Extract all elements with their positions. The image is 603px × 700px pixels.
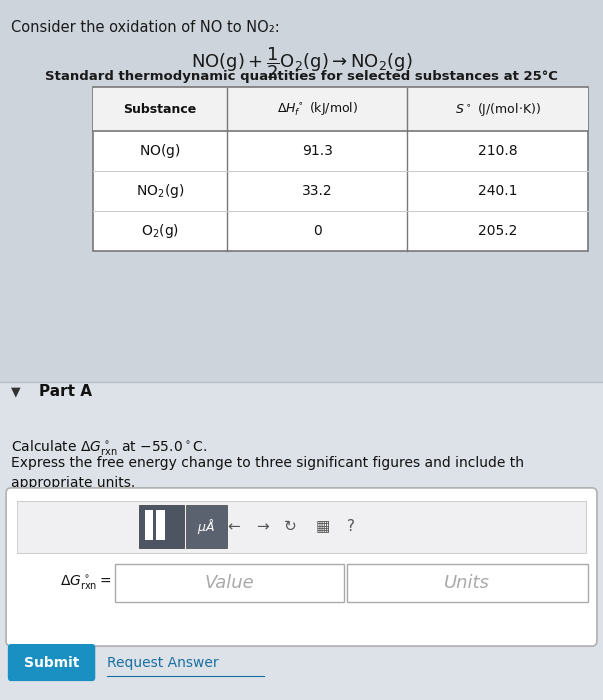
- Text: Value: Value: [204, 574, 254, 592]
- Text: Standard thermodynamic quantities for selected substances at 25°C: Standard thermodynamic quantities for se…: [45, 70, 558, 83]
- Text: $\Delta G^\circ_\mathrm{rxn}=$: $\Delta G^\circ_\mathrm{rxn}=$: [60, 573, 112, 592]
- Bar: [93, 88, 588, 251]
- Text: 91.3: 91.3: [302, 144, 333, 158]
- Text: $\mathrm{O_2(g)}$: $\mathrm{O_2(g)}$: [141, 222, 179, 239]
- FancyBboxPatch shape: [8, 644, 95, 681]
- Text: 210.8: 210.8: [478, 144, 517, 158]
- Bar: [347, 564, 588, 602]
- Bar: [145, 510, 153, 526]
- Bar: [156, 510, 165, 526]
- Text: 240.1: 240.1: [478, 183, 517, 198]
- Bar: [156, 525, 165, 540]
- Text: Submit: Submit: [24, 655, 79, 669]
- Text: Calculate $\Delta G^\circ_\mathrm{rxn}$ at $-55.0^\circ$C.: Calculate $\Delta G^\circ_\mathrm{rxn}$ …: [11, 438, 207, 457]
- FancyBboxPatch shape: [6, 488, 597, 646]
- Text: ?: ?: [347, 519, 355, 534]
- Text: Request Answer: Request Answer: [107, 655, 219, 669]
- Text: $\mathrm{NO(g)}$: $\mathrm{NO(g)}$: [139, 142, 181, 160]
- Text: Express the free energy change to three significant figures and include th
appro: Express the free energy change to three …: [11, 456, 524, 490]
- Text: Substance: Substance: [124, 103, 197, 116]
- Text: $\mathrm{NO(g)+\dfrac{1}{2}O_2(g)\rightarrow NO_2(g)}$: $\mathrm{NO(g)+\dfrac{1}{2}O_2(g)\righta…: [191, 46, 412, 81]
- Bar: [17, 500, 586, 553]
- Text: ←: ←: [227, 519, 241, 534]
- Text: $S^\circ\ \mathrm{(J/(mol{\cdot}K))}$: $S^\circ\ \mathrm{(J/(mol{\cdot}K))}$: [455, 101, 541, 118]
- Text: Part A: Part A: [39, 384, 92, 400]
- Text: $\Delta H_f^\circ\ \mathrm{(kJ/mol)}$: $\Delta H_f^\circ\ \mathrm{(kJ/mol)}$: [277, 101, 358, 118]
- Text: 205.2: 205.2: [478, 224, 517, 238]
- Bar: [186, 505, 227, 548]
- Text: ↻: ↻: [284, 519, 297, 534]
- Bar: [115, 564, 344, 602]
- Text: ▼: ▼: [11, 386, 21, 398]
- Text: →: →: [256, 519, 269, 534]
- Text: 33.2: 33.2: [302, 183, 332, 198]
- Text: Consider the oxidation of NO to NO₂:: Consider the oxidation of NO to NO₂:: [11, 20, 280, 34]
- Bar: [0, 382, 603, 700]
- Bar: [145, 525, 153, 540]
- Text: $\mu\AA$: $\mu\AA$: [197, 517, 215, 536]
- Text: 0: 0: [313, 224, 321, 238]
- Text: ▦: ▦: [315, 519, 330, 534]
- Text: Units: Units: [444, 574, 490, 592]
- Bar: [139, 505, 184, 548]
- Text: $\mathrm{NO_2(g)}$: $\mathrm{NO_2(g)}$: [136, 182, 185, 199]
- Bar: [93, 88, 588, 131]
